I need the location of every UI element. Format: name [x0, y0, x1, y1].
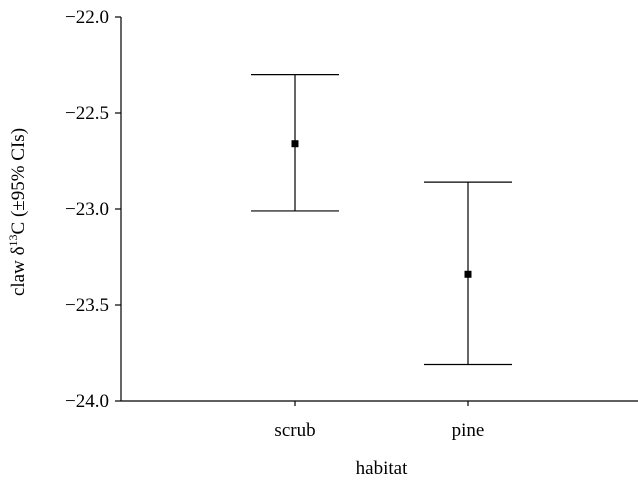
x-tick-label: pine	[452, 420, 485, 441]
y-axis-title: claw δ13C (±95% CIs)	[6, 128, 29, 296]
y-tick-label: −24.0	[65, 391, 109, 412]
mean-point-pine	[464, 270, 472, 278]
axes	[120, 17, 638, 402]
data-marks	[251, 73, 512, 366]
x-axis-title: habitat	[356, 458, 408, 479]
y-tick-label: −22.5	[65, 103, 109, 124]
x-ticks: scrub pine	[274, 401, 484, 441]
y-tick-label: −23.5	[65, 295, 109, 316]
mean-point-scrub	[291, 140, 299, 148]
y-tick-label: −23.0	[65, 199, 109, 220]
y-axis-title-part-1: claw δ	[8, 246, 29, 296]
x-tick-label: scrub	[274, 420, 315, 441]
y-tick-label: −22.0	[65, 7, 109, 28]
y-ticks: −22.0 −22.5 −23.0 −23.5 −24.0	[65, 7, 121, 412]
y-axis-title-superscript: 13	[6, 234, 20, 246]
y-axis-title-part-2: C (±95% CIs)	[8, 128, 29, 234]
